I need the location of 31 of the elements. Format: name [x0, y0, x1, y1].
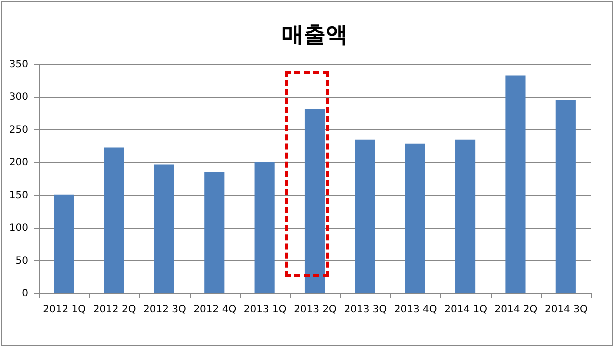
x-tick-label: 2013 2Q [294, 304, 338, 316]
bar [104, 148, 124, 293]
x-tick-label: 2014 2Q [494, 304, 538, 316]
bar [254, 162, 275, 293]
y-tick-label: 250 [9, 124, 28, 136]
bar [154, 164, 174, 293]
bar [355, 140, 376, 293]
bar [204, 172, 225, 293]
x-tick-label: 2012 1Q [43, 304, 86, 316]
bar [456, 140, 476, 293]
bar [556, 100, 576, 293]
x-tick-label: 2012 4Q [194, 304, 237, 316]
bar [54, 194, 74, 293]
y-tick-label: 350 [9, 60, 28, 70]
x-tick-label: 2012 2Q [93, 304, 136, 316]
x-tick-label: 2013 1Q [244, 304, 287, 316]
chart-title: 매출액 [282, 23, 348, 48]
y-tick-label: 300 [9, 92, 28, 104]
y-tick-label: 150 [9, 190, 28, 202]
y-tick-label: 200 [9, 158, 28, 169]
y-tick-label: 0 [22, 288, 28, 300]
x-tick-label: 2013 4Q [394, 304, 438, 316]
x-tick-label: 2014 1Q [444, 304, 488, 316]
y-tick-label: 100 [9, 223, 28, 234]
x-tick-label: 2012 3Q [144, 304, 187, 316]
bar [304, 109, 326, 293]
y-tick-label: 50 [16, 256, 28, 267]
x-tick-label: 2013 3Q [344, 304, 388, 316]
x-tick-label: 2014 3Q [544, 304, 588, 316]
bar [506, 76, 526, 293]
bar [405, 144, 426, 293]
